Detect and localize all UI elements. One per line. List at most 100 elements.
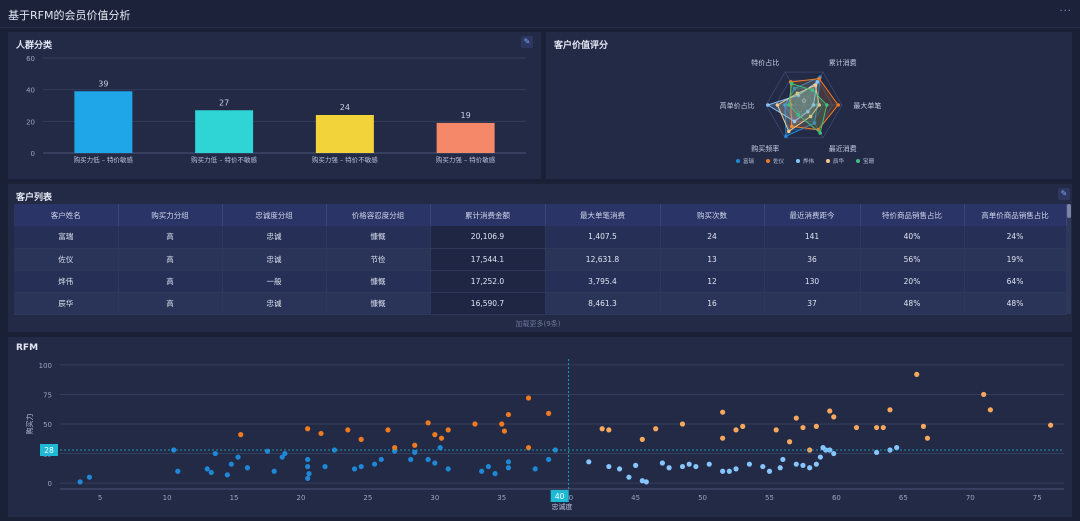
scatter-point [282,450,288,457]
scatter-x-tick: 50 [698,494,707,502]
column-header[interactable]: 累计消费金额 [430,204,546,226]
radar-point [775,103,780,107]
table-cell: 20% [860,270,965,293]
scatter-point [271,468,277,474]
column-header[interactable]: 高单价商品销售占比 [964,204,1067,226]
radar-point [796,113,801,117]
table-cell: 20,106.9 [430,226,546,249]
scatter-point [505,465,512,471]
scatter-point [345,427,351,433]
table-cell: 高 [118,270,223,293]
scatter-point [760,463,766,470]
table-cell: 慷慨 [326,270,431,293]
scatter-point [264,448,271,454]
link-icon[interactable]: ✎ [521,36,533,48]
segment-panel-title: 人群分类 [16,41,53,51]
table-cell: 40% [860,226,965,249]
scatter-x-tick: 35 [497,494,506,502]
radar-legend-marker [736,159,740,163]
scatter-y-tick: 0 [48,480,52,488]
table-cell: 141 [764,226,861,249]
radar-axis-label: 最近消费 [829,144,857,153]
table-row[interactable]: 富瑞高忠诚 慷慨 20,106.9 1,407.5 24 141 40% 24% [14,226,1067,249]
scatter-point [693,463,699,470]
table-cell: 13 [660,248,765,271]
table-cell: 17,252.0 [430,270,546,293]
scatter-point [773,427,779,433]
customer-table-panel: 客户列表 ✎ 客户姓名 购买力分组 忠诚度分组 价格容忍度分组 累计消费金额 最大单笔消费… [8,184,1072,332]
scatter-point [412,442,418,448]
table-scrollbar[interactable] [1067,204,1071,314]
column-header[interactable]: 购买力分组 [118,204,223,226]
table-scrollbar-thumb[interactable] [1067,204,1071,218]
table-cell: 忠诚 [222,248,327,271]
scatter-point [666,465,672,471]
scatter-point [305,456,311,463]
scatter-point [679,421,686,427]
radar-legend-marker [856,159,860,163]
scatter-point [720,435,726,441]
column-header[interactable]: 忠诚度分组 [222,204,327,226]
table-cell: 佐仪 [14,248,119,271]
scatter-point [351,466,358,472]
more-menu-icon[interactable]: ··· [1059,6,1072,17]
column-header[interactable]: 最近消费距今 [764,204,861,226]
scatter-point [639,478,645,484]
scatter-point [813,461,819,467]
scatter-point [733,466,739,472]
column-header[interactable]: 客户姓名 [14,204,119,226]
table-row[interactable]: 佐仪高忠诚 节俭 17,544.1 12,631.8 13 36 56% 19% [14,248,1067,271]
rfm-scatter-chart: 025507510051015202530354045505560657075忠… [25,359,1064,511]
scatter-point [887,407,893,413]
scatter-point [981,391,987,398]
bar-data-label: 24 [340,103,350,112]
scatter-point [777,465,783,471]
table-row[interactable]: 辰华高忠诚 慷慨 16,590.7 8,461.3 16 37 48% 48% [14,292,1067,315]
radar-point [813,83,818,88]
scatter-x-tick: 25 [363,494,372,502]
scatter-y-label: 购买力 [25,414,34,435]
column-header[interactable]: 价格容忍度分组 [326,204,431,226]
table-cell: 12,631.8 [545,248,661,271]
radar-legend-marker [796,159,800,163]
scatter-x-tick: 5 [98,494,102,502]
radar-point [825,103,829,107]
scatter-point [412,449,418,455]
bar [315,115,374,153]
column-header[interactable]: 特价商品销售占比 [860,204,965,226]
scatter-point [432,460,438,466]
table-cell: 忠诚 [222,226,327,249]
radar-axis-label: 累计消费 [829,58,857,67]
column-header[interactable]: 最大单笔消费 [545,204,661,226]
scatter-point [378,456,384,463]
scatter-point [306,471,312,477]
scatter-point [208,469,214,476]
radar-point [789,81,794,86]
scatter-point [331,447,338,453]
scatter-point [653,426,659,432]
scatter-point [1048,422,1054,428]
load-more-link[interactable]: 加载更多(9条) [515,320,561,328]
scatter-point [659,460,666,466]
table-cell: 高 [118,248,223,271]
scatter-point [780,456,786,463]
link-icon[interactable]: ✎ [1058,188,1070,200]
scatter-point [686,461,692,467]
scatter-point [318,430,324,437]
scatter-point [880,424,886,431]
scatter-point [626,474,632,480]
scatter-y-tick: 100 [39,362,52,370]
radar-axis-label: 高单价占比 [720,101,755,110]
radar-legend-label: 辰华 [833,157,845,165]
scatter-point [726,468,732,474]
table-cell: 富瑞 [14,226,119,249]
column-header[interactable]: 购买次数 [660,204,765,226]
scatter-point [479,468,485,474]
radar-point [818,131,822,135]
radar-point [789,124,794,129]
scatter-point [786,439,793,445]
table-row[interactable]: 烨伟高一般 慷慨 17,252.0 3,795.4 12 130 20% 64% [14,270,1067,293]
scatter-point [679,463,686,470]
scatter-point [371,461,378,467]
radar-point [815,80,820,84]
